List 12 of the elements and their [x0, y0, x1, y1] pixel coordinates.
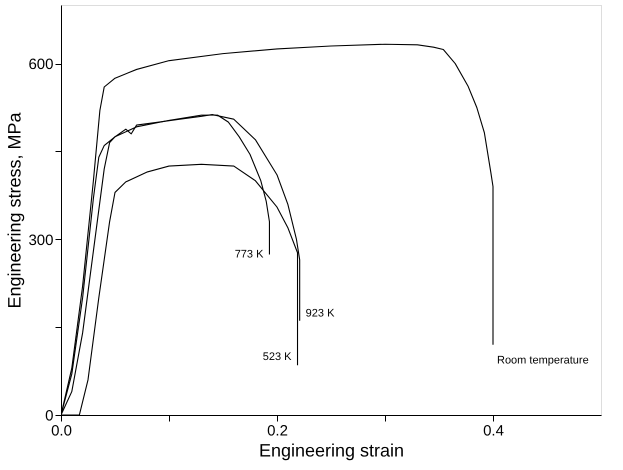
y-tick-label: 300: [28, 232, 54, 249]
series-label: 523 K: [262, 351, 292, 364]
x-tick-label: 0.2: [267, 422, 288, 440]
series-label: 923 K: [306, 308, 336, 320]
series-label: 773 K: [234, 248, 264, 261]
x-tick-label: 0.0: [51, 422, 72, 440]
x-tick-label: 0.4: [483, 422, 504, 440]
y-tick-label: 600: [28, 56, 54, 74]
y-axis-title: Engineering stress, MPa: [4, 111, 24, 309]
series-label: Room temperature: [497, 354, 589, 367]
y-tick-label: 0: [45, 408, 54, 424]
x-axis-title: Engineering strain: [258, 440, 404, 460]
